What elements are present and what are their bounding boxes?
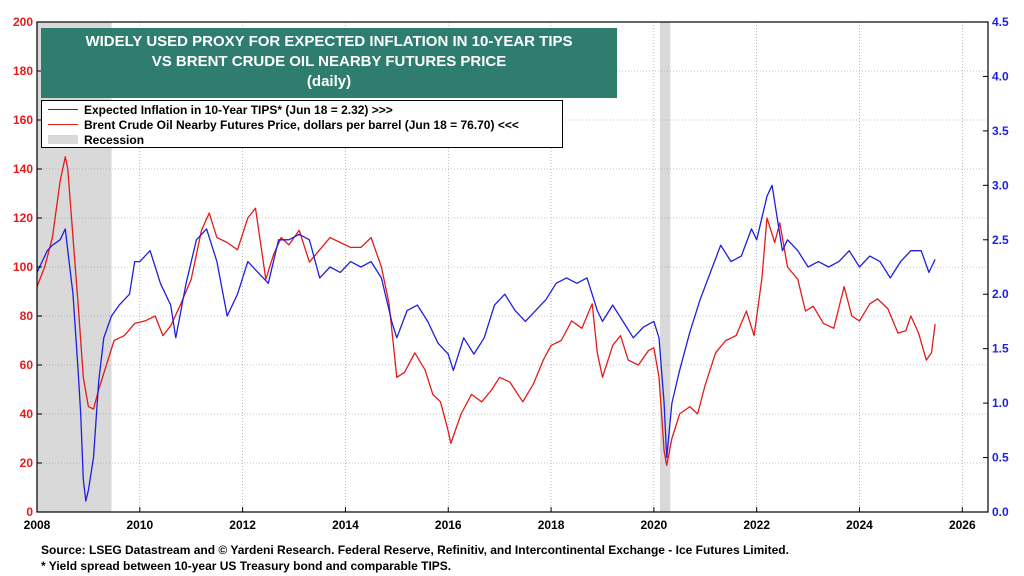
right-tick-label: 4.5 [992, 15, 1009, 29]
legend-swatch-recession [48, 135, 78, 144]
source-note: Source: LSEG Datastream and © Yardeni Re… [41, 543, 789, 557]
legend-label-tips: Expected Inflation in 10-Year TIPS* (Jun… [84, 102, 393, 117]
x-tick-label: 2016 [435, 518, 462, 532]
chart-title: WIDELY USED PROXY FOR EXPECTED INFLATION… [41, 28, 617, 98]
left-tick-label: 60 [20, 358, 34, 372]
footnote: * Yield spread between 10-year US Treasu… [41, 559, 452, 573]
left-tick-label: 200 [13, 15, 33, 29]
left-tick-label: 40 [20, 407, 34, 421]
legend: Expected Inflation in 10-Year TIPS* (Jun… [41, 100, 563, 148]
tick-marks [36, 21, 988, 513]
x-tick-label: 2018 [538, 518, 565, 532]
title-line-3: (daily) [306, 73, 352, 90]
x-tick-label: 2012 [229, 518, 256, 532]
x-tick-label: 2022 [743, 518, 770, 532]
right-tick-label: 3.0 [992, 178, 1009, 192]
left-axis-labels: 0 20 40 60 80 100 120 140 160 180 200 [13, 15, 33, 519]
right-tick-label: 4.0 [992, 69, 1009, 83]
x-tick-label: 2026 [949, 518, 976, 532]
right-tick-label: 0.0 [992, 505, 1009, 519]
x-axis-labels: 2008 2010 2012 2014 2016 2018 2020 2022 2024 2026 [24, 518, 976, 532]
left-tick-label: 140 [13, 162, 33, 176]
legend-item-brent: Brent Crude Oil Nearby Futures Price, do… [48, 117, 562, 132]
left-tick-label: 0 [26, 505, 33, 519]
legend-swatch-brent [48, 124, 78, 125]
series-lines [36, 156, 936, 502]
right-tick-label: 1.0 [992, 396, 1009, 410]
x-tick-label: 2024 [846, 518, 873, 532]
left-tick-label: 120 [13, 211, 33, 225]
recession-band [660, 22, 671, 512]
series-line-tips [36, 184, 936, 502]
legend-label-recession: Recession [84, 132, 145, 147]
right-tick-label: 0.5 [992, 451, 1009, 465]
left-tick-label: 160 [13, 113, 33, 127]
right-tick-label: 1.5 [992, 342, 1009, 356]
right-tick-label: 2.5 [992, 233, 1009, 247]
x-tick-label: 2010 [126, 518, 153, 532]
legend-item-tips: Expected Inflation in 10-Year TIPS* (Jun… [48, 102, 562, 117]
right-axis-labels: 0.0 0.5 1.0 1.5 2.0 2.5 3.0 3.5 4.0 4.5 [992, 15, 1009, 519]
right-tick-label: 2.0 [992, 287, 1009, 301]
legend-swatch-tips [48, 109, 78, 110]
x-tick-label: 2020 [641, 518, 668, 532]
x-tick-label: 2014 [332, 518, 359, 532]
x-tick-label: 2008 [24, 518, 51, 532]
left-tick-label: 100 [13, 260, 33, 274]
legend-item-recession: Recession [48, 132, 562, 147]
left-tick-label: 20 [20, 456, 34, 470]
left-tick-label: 80 [20, 309, 34, 323]
series-line-brent [36, 156, 936, 467]
right-tick-label: 3.5 [992, 124, 1009, 138]
title-line-2: VS BRENT CRUDE OIL NEARBY FUTURES PRICE [151, 53, 507, 70]
title-line-1: WIDELY USED PROXY FOR EXPECTED INFLATION… [85, 33, 573, 50]
legend-label-brent: Brent Crude Oil Nearby Futures Price, do… [84, 117, 519, 132]
left-tick-label: 180 [13, 64, 33, 78]
